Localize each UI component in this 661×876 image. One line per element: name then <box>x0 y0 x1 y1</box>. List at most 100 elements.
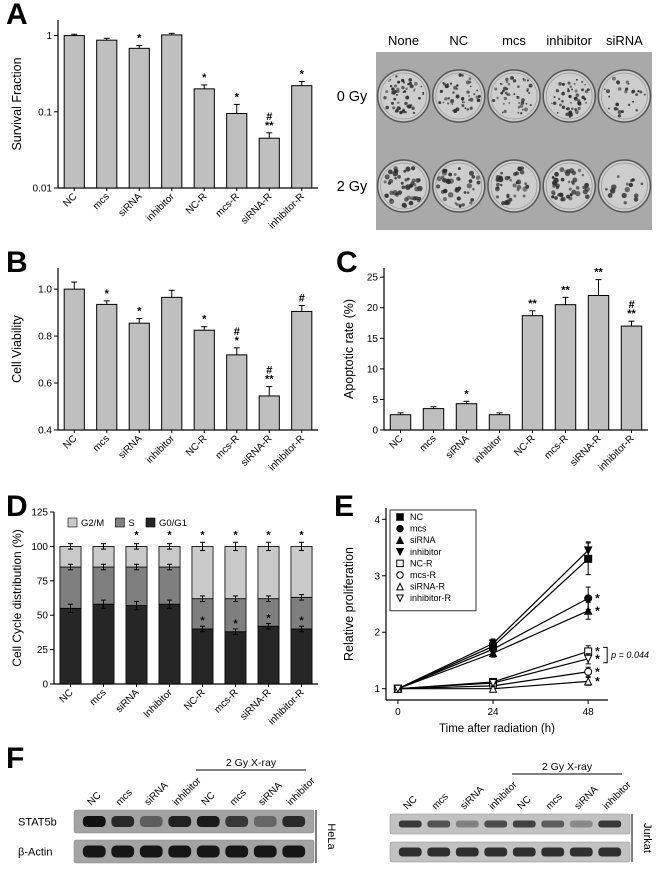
blot-band <box>111 845 135 858</box>
panel-b-label: B <box>6 246 28 279</box>
colony-dot <box>389 78 392 81</box>
blot-band <box>398 820 422 828</box>
x-category-label: mcs <box>418 433 439 454</box>
blot-band <box>455 847 479 857</box>
blot-band <box>196 816 220 827</box>
colony-dot <box>393 89 398 94</box>
colony-dot <box>422 91 425 94</box>
colony-dot <box>517 111 520 114</box>
y-tick-label: 5 <box>372 395 378 406</box>
colony-row-label: 0 Gy <box>337 89 368 105</box>
colony-dot <box>496 96 499 100</box>
blot-band <box>82 816 106 827</box>
legend-label: S <box>128 518 134 529</box>
y-tick-label: 0 <box>42 680 48 691</box>
y-tick-label: 50 <box>37 611 49 622</box>
stacked-segment-G0G1 <box>158 603 181 685</box>
colony-dot <box>505 77 509 82</box>
lane-label: NC <box>402 794 420 812</box>
colony-dot <box>458 205 462 208</box>
colony-formation-images: None NC mcs inhibitor siRNA 0 Gy 2 Gy <box>337 33 652 230</box>
colony-dot <box>455 87 459 90</box>
colony-dot <box>501 111 504 114</box>
colony-dot <box>526 89 529 92</box>
bar <box>128 47 150 189</box>
colony-dot <box>558 192 564 198</box>
x-category-label: mcs <box>91 433 112 454</box>
colony-dot <box>469 201 473 205</box>
colony-dot <box>512 183 517 188</box>
blot-band <box>168 816 192 827</box>
colony-dot <box>466 183 472 189</box>
colony-dot <box>567 88 570 90</box>
x-category-label: inhibitor-R <box>267 433 307 473</box>
colony-dot <box>617 87 622 91</box>
panel-e-label: E <box>334 490 355 523</box>
colony-column-label: siRNA <box>606 33 643 48</box>
significance-annotation: * <box>299 615 304 627</box>
colony-dot <box>496 182 500 187</box>
square-marker <box>396 559 404 568</box>
y-tick-label: 25 <box>37 645 49 656</box>
colony-dot <box>575 93 580 97</box>
colony-dot <box>475 95 479 99</box>
colony-dot <box>625 182 629 186</box>
y-axis-label: Cell Cycle distribution (%) <box>10 529 24 666</box>
p-value-label: p = 0.044 <box>610 650 649 660</box>
colony-dot <box>505 80 509 84</box>
colony-dot <box>476 98 479 101</box>
significance-annotation: * <box>266 529 271 541</box>
triangle-up-marker <box>583 676 593 686</box>
colony-dot <box>466 191 470 194</box>
colony-dot <box>585 101 588 104</box>
significance-annotation: ** <box>265 374 274 386</box>
legend-label: mcs-R <box>410 570 436 580</box>
y-axis-label: Apoptotic rate (%) <box>342 299 356 399</box>
colony-dot <box>513 93 516 96</box>
colony-dot <box>395 75 398 78</box>
square-marker <box>396 513 404 521</box>
colony-dot <box>581 88 584 92</box>
bar <box>128 322 150 431</box>
colony-dot <box>496 186 499 189</box>
significance-annotation: * <box>595 604 600 618</box>
significance-annotation: * <box>134 529 139 541</box>
panel-d-label: D <box>6 490 28 523</box>
colony-dot <box>466 90 470 94</box>
legend-swatch <box>145 517 156 528</box>
lane-label: siRNA <box>257 780 285 808</box>
colony-dot <box>571 88 573 91</box>
blot-band <box>196 845 220 858</box>
colony-dot <box>503 96 508 101</box>
lane-label: inhibitor <box>487 779 520 812</box>
colony-dot <box>468 179 473 183</box>
colony-dot <box>567 89 570 93</box>
colony-dot <box>616 175 620 178</box>
bar <box>63 288 85 431</box>
y-tick-label: 1.0 <box>38 285 52 296</box>
colony-dish <box>597 69 652 123</box>
blot-band <box>541 847 565 857</box>
significance-annotation: * <box>167 529 172 541</box>
stacked-segment-G0G1 <box>191 628 214 685</box>
panel-a-label: A <box>6 0 28 31</box>
colony-dot <box>519 104 524 108</box>
protein-label: β-Actin <box>18 847 52 859</box>
colony-dot <box>576 112 578 115</box>
stacked-segment-G2M <box>224 546 247 600</box>
colony-dot <box>396 89 400 93</box>
colony-dot <box>568 94 572 99</box>
colony-dot <box>588 88 591 91</box>
colony-dot <box>607 193 613 198</box>
colony-dot <box>384 193 389 199</box>
colony-dot <box>442 81 445 85</box>
y-tick-label: 75 <box>37 576 49 587</box>
colony-dot <box>401 185 406 190</box>
triangle-down-marker <box>395 548 405 557</box>
colony-dot <box>639 90 643 94</box>
colony-dot <box>506 193 510 198</box>
colony-dot <box>436 176 442 182</box>
colony-dot <box>420 85 423 88</box>
colony-dot <box>559 167 565 173</box>
